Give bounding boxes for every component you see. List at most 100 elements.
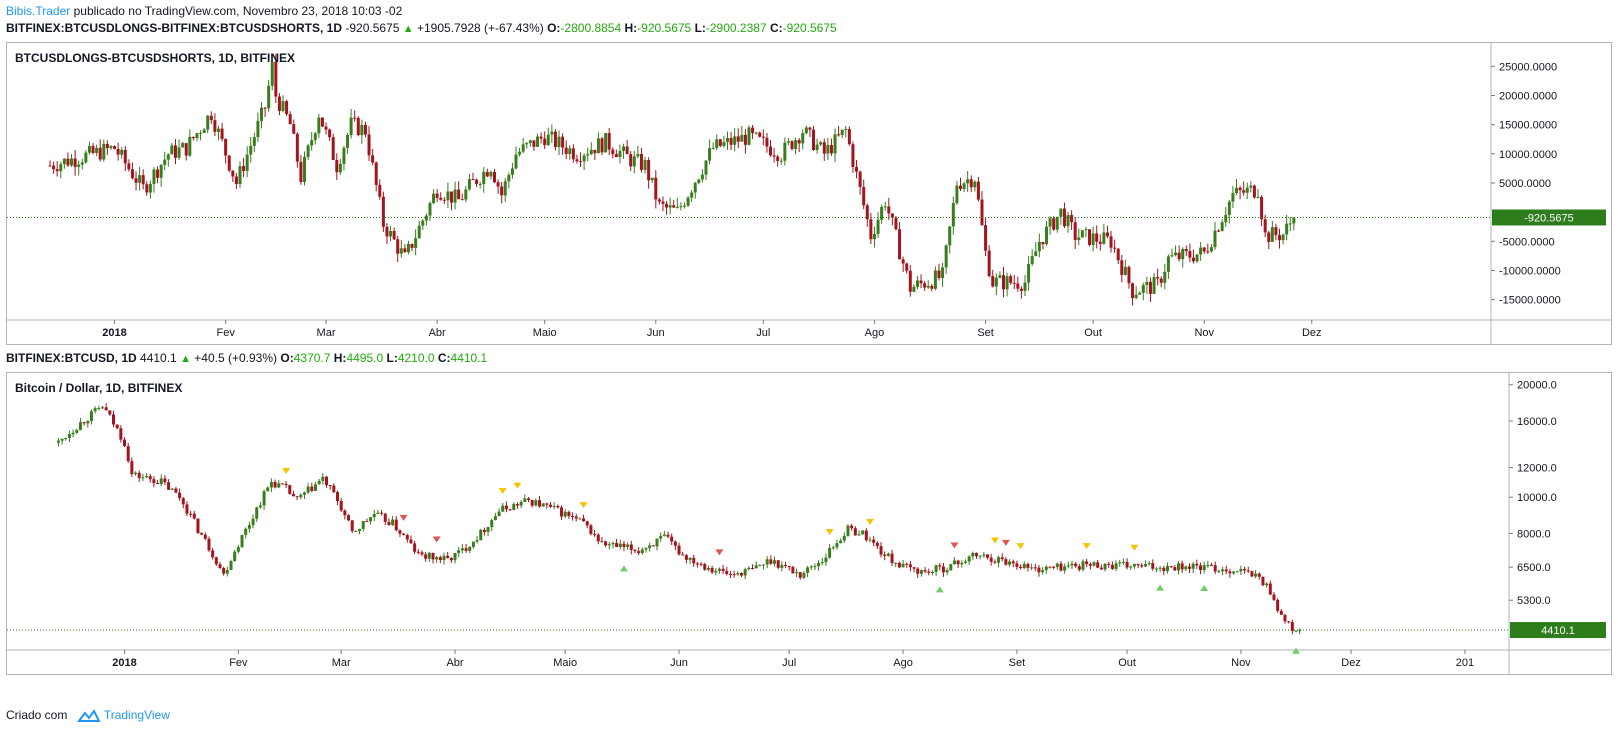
candle-body — [343, 510, 347, 516]
candle-body — [285, 101, 289, 115]
candle — [982, 551, 986, 558]
candle-body — [639, 154, 643, 170]
candle-body — [270, 61, 274, 86]
candle-body — [1052, 218, 1056, 230]
candle — [864, 528, 868, 542]
candle-body — [973, 181, 977, 188]
candle — [912, 566, 916, 573]
candle-body — [170, 488, 174, 490]
candle — [489, 170, 493, 180]
candle — [1123, 259, 1127, 276]
time-tick-label: Out — [1118, 657, 1136, 669]
candle — [880, 204, 884, 224]
candle-body — [650, 177, 654, 181]
candle-body — [1151, 563, 1155, 569]
candle — [655, 538, 659, 551]
candle — [912, 284, 916, 293]
candle — [1261, 576, 1265, 587]
candle-body — [486, 527, 490, 533]
candle-body — [87, 145, 91, 153]
candle — [89, 409, 93, 425]
candle — [134, 471, 138, 476]
candle-body — [365, 521, 369, 523]
candle-body — [971, 553, 975, 557]
candle — [901, 559, 905, 568]
candle — [1138, 291, 1142, 295]
candle-body — [1232, 571, 1236, 574]
candle-body — [930, 571, 934, 573]
candle-body — [1113, 247, 1117, 249]
bottom-chart-svg[interactable]: 20000.0 16000.0 12000.0 10000.0 8000.0 6500.0… — [7, 373, 1611, 674]
candle — [1184, 565, 1188, 571]
candle — [119, 425, 123, 443]
candle — [424, 551, 428, 562]
candle-body — [1116, 248, 1120, 261]
bottom-chart-pane[interactable]: 20000.0 16000.0 12000.0 10000.0 8000.0 6500.0… — [6, 372, 1612, 675]
candle — [134, 171, 138, 191]
candle-body — [392, 231, 396, 240]
candle-body — [313, 484, 317, 491]
candle-body — [751, 127, 755, 134]
candle — [416, 548, 420, 555]
candle-body — [997, 557, 1001, 563]
candle — [962, 181, 966, 193]
candle — [206, 114, 210, 134]
candle — [765, 556, 769, 569]
candle — [202, 128, 206, 133]
candle-body — [692, 557, 696, 564]
candle — [686, 196, 690, 208]
candle — [471, 541, 475, 549]
candle — [1188, 243, 1192, 263]
candle — [776, 560, 780, 570]
bottom-symbol: BITFINEX:BTCUSD, 1D — [6, 351, 137, 365]
candle-body — [740, 134, 744, 142]
author-link[interactable]: Bibis.Trader — [6, 4, 71, 18]
candle — [1265, 582, 1269, 588]
candle-body — [905, 563, 909, 565]
time-tick-label: Jul — [782, 657, 796, 669]
candle — [320, 117, 324, 128]
candle-body — [435, 557, 439, 560]
candle — [857, 530, 861, 536]
candle-body — [489, 171, 493, 177]
candle — [933, 266, 937, 291]
candle — [905, 562, 909, 568]
candle — [887, 197, 891, 221]
candle-body — [989, 557, 993, 562]
candle-body — [1041, 242, 1045, 245]
candle — [1213, 561, 1217, 575]
candle-body — [837, 134, 841, 136]
candle — [560, 505, 564, 520]
candle — [1141, 282, 1145, 301]
candle-body — [553, 131, 557, 148]
candle — [108, 410, 112, 416]
candle-body — [1059, 563, 1063, 571]
candle — [485, 168, 489, 178]
candle — [666, 531, 670, 539]
candle-body — [1231, 192, 1235, 202]
candle — [116, 142, 120, 161]
candle — [1202, 561, 1206, 574]
candle — [773, 556, 777, 567]
candle-body — [784, 565, 788, 567]
candle — [353, 110, 357, 122]
candle-body — [56, 440, 60, 443]
candle — [389, 226, 393, 242]
top-chart-pane[interactable]: 25000.0000 20000.0000 15000.0000 10000.0000… — [6, 42, 1612, 345]
candle-body — [776, 560, 780, 568]
candle — [1231, 186, 1235, 209]
top-chart-svg[interactable]: 25000.0000 20000.0000 15000.0000 10000.0000… — [7, 43, 1611, 344]
candle-body — [905, 263, 909, 271]
tradingview-link[interactable]: TradingView — [103, 708, 170, 722]
candle-body — [78, 422, 82, 430]
candle — [236, 544, 240, 554]
candle-body — [519, 501, 523, 506]
signal-down-marker — [399, 514, 408, 521]
candle-body — [829, 145, 833, 154]
candle — [525, 142, 529, 149]
candle — [252, 132, 256, 153]
candle-body — [655, 538, 659, 547]
candle — [586, 147, 590, 162]
candle — [675, 197, 679, 209]
candle-body — [374, 162, 378, 185]
